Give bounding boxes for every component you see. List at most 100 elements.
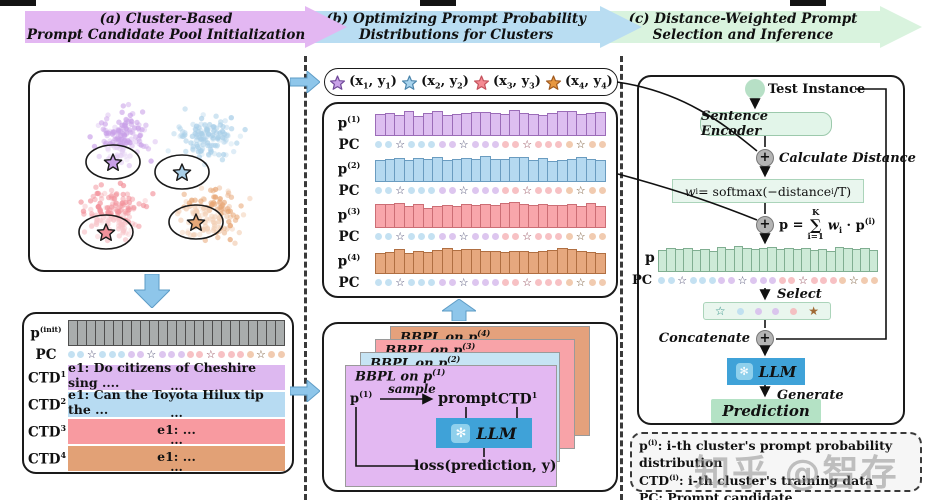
pc-dot [588, 233, 596, 240]
pc-dot [428, 187, 436, 194]
pc-star: ☆ [395, 184, 406, 197]
pc-dot [481, 141, 489, 148]
pc-dot [861, 277, 869, 284]
pc-star: ☆ [395, 276, 406, 289]
cluster-scatter-plot [78, 101, 253, 250]
pc-dot [99, 351, 107, 358]
pc-dot [385, 233, 393, 240]
banner-a-text: (a) Cluster-Based Prompt Candidate Pool … [25, 11, 307, 43]
banner-stage-a: (a) Cluster-Based Prompt Candidate Pool … [25, 6, 347, 48]
pc-dot [689, 277, 697, 284]
pc-label: PC [338, 274, 360, 291]
p-init-histogram [68, 320, 285, 346]
pc-dot [246, 351, 254, 358]
distribution-label: p(1) [337, 114, 361, 132]
pc-dot [491, 187, 499, 194]
pc-star: ☆ [522, 230, 533, 243]
pc-dot [418, 187, 426, 194]
pc-dot [448, 279, 456, 286]
distribution-histogram [375, 248, 606, 274]
pc-star: ☆ [522, 276, 533, 289]
pc-star: ☆ [575, 138, 586, 151]
pc-star: ☆ [737, 274, 748, 287]
pc-dot [535, 187, 543, 194]
ctd-data-bar: e1: Do citizens of Cheshire sing ....... [68, 360, 285, 392]
pc-star: ☆ [146, 348, 157, 361]
pc-star: ☆ [205, 348, 216, 361]
legend-entry: (x3, y3) [473, 74, 541, 91]
distribution-label: p(4) [337, 252, 361, 270]
pc-dot [699, 277, 707, 284]
banner-c-line1: (c) Distance-Weighted Prompt [628, 10, 858, 27]
histogram-bar [595, 252, 606, 274]
ctd-row: CTD2 e1: Can the Toyota Hilux tip the ...… [28, 387, 285, 419]
pc-dot [512, 233, 520, 240]
pc-star: ☆ [86, 348, 97, 361]
pc-dot [565, 187, 573, 194]
pc-dot [491, 141, 499, 148]
pc-dot [502, 141, 510, 148]
pc-dot [375, 279, 382, 286]
pc-dot [108, 351, 116, 358]
prompt-pool-box: p(init) PC ☆ ☆ ☆ ☆ CTD1 e1: Do citizens of C… [22, 312, 294, 474]
pc-dot [418, 233, 426, 240]
pc-label: PC [338, 228, 360, 245]
pc-dot [870, 277, 878, 284]
pc-dot [565, 233, 573, 240]
legend-line-1: p(i): i-th cluster's prompt probability … [639, 437, 893, 471]
pc-dot [196, 351, 204, 358]
banner-b-line1: (b) Optimizing Prompt Probability [326, 10, 586, 27]
pc-star: ☆ [458, 276, 469, 289]
banner-a-line1: (a) Cluster-Based [99, 10, 233, 27]
ctd-label: CTD4 [28, 449, 67, 468]
crop-artifact [790, 0, 826, 6]
pc-dot [481, 187, 489, 194]
selected-dot [754, 307, 762, 315]
pc-row-c: ☆ ☆ ☆ ☆ [658, 274, 878, 287]
pc-row: ☆ ☆ ☆ ☆ [375, 184, 606, 197]
pc-dot [491, 279, 499, 286]
abbreviation-legend: p(i): i-th cluster's prompt probability … [630, 432, 922, 500]
banner-a-arrowhead [305, 6, 347, 48]
pc-dot [187, 351, 194, 358]
pc-dot [268, 351, 276, 358]
histogram-bar [868, 249, 878, 272]
pc-dot [839, 277, 847, 284]
legend-entry: (x2, y2) [401, 74, 469, 91]
legend-entry: (x1, y1) [329, 74, 397, 91]
pc-dot [502, 279, 510, 286]
pc-dot [127, 351, 135, 358]
pc-dot [829, 277, 837, 284]
openai-icon: ✻ [451, 423, 471, 443]
banner-c-text: (c) Distance-Weighted Prompt Selection a… [604, 11, 882, 43]
pc-dot [667, 277, 675, 284]
ctd-label: CTD2 [28, 395, 67, 414]
panel-separator [304, 56, 307, 500]
pc-label-c: PC [632, 273, 653, 288]
pc-dot [227, 351, 235, 358]
banner-c-line2: Selection and Inference [652, 27, 834, 43]
ctd-rows: CTD1 e1: Do citizens of Cheshire sing ...… [24, 360, 292, 473]
pc-dot [820, 277, 828, 284]
star-icon [473, 74, 490, 90]
legend-entry-label: (x3, y3) [493, 73, 541, 91]
pc-star: ☆ [575, 184, 586, 197]
pc-star: ☆ [575, 230, 586, 243]
pc-dot [438, 279, 446, 286]
flow-arrow-down [134, 274, 170, 308]
weighted-histogram [658, 246, 878, 272]
pc-dot [385, 141, 393, 148]
pc-row: ☆ ☆ ☆ ☆ [375, 276, 606, 289]
pc-dot [428, 279, 436, 286]
pc-dot [502, 187, 510, 194]
openai-icon: ✻ [735, 363, 753, 380]
histogram-bar [275, 320, 285, 346]
pc-dot [810, 277, 818, 284]
ctd1-label: CTD1 [498, 390, 538, 408]
selected-star: ★ [808, 303, 820, 318]
pc-dot [555, 141, 563, 148]
pc-star: ☆ [395, 230, 406, 243]
ctd-data-bar: e1: ...... [68, 446, 285, 473]
cluster-scatter-box [28, 70, 290, 272]
